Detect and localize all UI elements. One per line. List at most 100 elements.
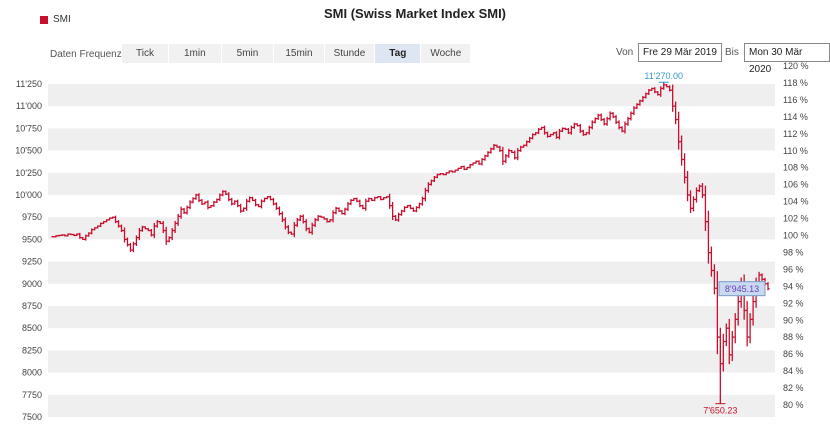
y2-tick-label: 98 % xyxy=(783,247,804,257)
ohlc-bar xyxy=(60,234,64,237)
ohlc-bar xyxy=(140,225,144,232)
ohlc-bar xyxy=(537,128,541,135)
ohlc-bar xyxy=(659,86,663,97)
ohlc-bar xyxy=(84,234,88,241)
ohlc-bar xyxy=(575,123,579,127)
ohlc-bar xyxy=(730,330,734,362)
y-tick-label: 8500 xyxy=(22,323,42,333)
ohlc-bar xyxy=(417,202,422,209)
tab-woche[interactable]: Woche xyxy=(421,44,472,63)
tab-5min[interactable]: 5min xyxy=(221,44,275,63)
ohlc-bar xyxy=(414,206,419,213)
ohlc-bar xyxy=(307,227,311,234)
ohlc-bar xyxy=(337,207,341,212)
ohlc-bar xyxy=(75,233,79,237)
ohlc-bar xyxy=(376,196,380,199)
ohlc-bar xyxy=(459,165,463,170)
y-tick-label: 9500 xyxy=(22,234,42,244)
ohlc-bar xyxy=(647,88,651,96)
ohlc-bar xyxy=(286,225,290,235)
grid-band xyxy=(48,306,775,329)
ohlc-bar xyxy=(650,87,654,91)
ohlc-bar xyxy=(501,146,505,165)
ohlc-bar xyxy=(227,192,231,202)
ohlc-bar xyxy=(525,140,529,147)
ohlc-bar xyxy=(188,200,192,210)
ohlc-bar xyxy=(149,228,153,237)
from-date-field[interactable]: Fre 29 Mär 2019 xyxy=(638,43,722,62)
y2-tick-label: 84 % xyxy=(783,366,804,376)
ohlc-bar xyxy=(328,219,332,223)
ohlc-bar xyxy=(513,150,517,160)
ohlc-bar xyxy=(125,237,130,247)
y-tick-label: 10'500 xyxy=(15,146,42,156)
ohlc-bar xyxy=(346,202,350,212)
ohlc-bar xyxy=(593,117,597,124)
ohlc-bar xyxy=(164,226,168,245)
ohlc-bar xyxy=(554,131,559,139)
ohlc-bar xyxy=(441,173,445,176)
ohlc-bar xyxy=(253,198,258,207)
ohlc-bar xyxy=(385,196,389,199)
ohlc-bar xyxy=(623,121,627,134)
ohlc-bar xyxy=(143,226,147,230)
ohlc-bar xyxy=(402,206,407,213)
ohlc-bar xyxy=(206,200,210,210)
ohlc-bar xyxy=(474,160,478,164)
ohlc-bar xyxy=(113,215,118,224)
y2-tick-label: 80 % xyxy=(783,400,804,410)
tab-stunde[interactable]: Stunde xyxy=(324,44,376,63)
ohlc-bar xyxy=(343,207,347,216)
ohlc-bar xyxy=(694,187,699,203)
grid-band xyxy=(48,84,775,107)
ohlc-bar xyxy=(388,193,392,209)
ohlc-bar xyxy=(176,213,180,226)
y2-tick-label: 94 % xyxy=(783,281,804,291)
to-date-field[interactable]: Mon 30 Mär 2020 xyxy=(744,43,830,75)
ohlc-bar xyxy=(748,313,752,344)
ohlc-bar xyxy=(396,212,401,222)
ohlc-bar xyxy=(706,210,711,264)
ohlc-bar xyxy=(268,195,273,201)
tab-1min[interactable]: 1min xyxy=(168,44,222,63)
ohlc-bar xyxy=(641,96,645,103)
ohlc-bar xyxy=(262,197,267,203)
ohlc-bar xyxy=(611,112,615,119)
y2-tick-label: 86 % xyxy=(783,349,804,359)
ohlc-bar xyxy=(656,91,660,96)
ohlc-bar xyxy=(438,173,442,176)
ohlc-bar xyxy=(602,117,606,126)
ohlc-bar xyxy=(66,233,70,237)
ohlc-bar xyxy=(665,84,669,88)
y2-tick-label: 106 % xyxy=(783,180,809,190)
to-label: Bis xyxy=(725,47,739,58)
tab-tick[interactable]: Tick xyxy=(122,44,169,63)
ohlc-bar xyxy=(155,220,159,228)
y-tick-label: 7750 xyxy=(22,390,42,400)
ohlc-bar xyxy=(399,209,404,216)
ohlc-bar xyxy=(507,148,511,158)
y-tick-label: 9750 xyxy=(22,212,42,222)
y2-tick-label: 120 % xyxy=(783,61,809,71)
tab-tag[interactable]: Tag xyxy=(375,44,422,63)
ohlc-bar xyxy=(319,215,323,218)
ohlc-bar xyxy=(685,171,690,202)
ohlc-bar xyxy=(510,149,514,154)
ohlc-bar xyxy=(221,190,225,197)
tab-15min[interactable]: 15min xyxy=(274,44,325,63)
ohlc-bar xyxy=(766,282,770,291)
ohlc-bar xyxy=(721,333,725,372)
ohlc-bar xyxy=(224,190,228,196)
ohlc-bar xyxy=(352,197,356,201)
ohlc-bar xyxy=(450,170,454,173)
ohlc-bar xyxy=(131,241,136,253)
ohlc-bar xyxy=(259,199,264,209)
ohlc-bar xyxy=(137,228,141,241)
ohlc-bar xyxy=(662,82,666,90)
ohlc-bar xyxy=(635,103,639,110)
ohlc-bar xyxy=(736,295,740,326)
y-tick-label: 7500 xyxy=(22,412,42,422)
ohlc-bar xyxy=(283,217,287,230)
ohlc-bar xyxy=(182,207,186,215)
ohlc-bar xyxy=(751,295,755,326)
